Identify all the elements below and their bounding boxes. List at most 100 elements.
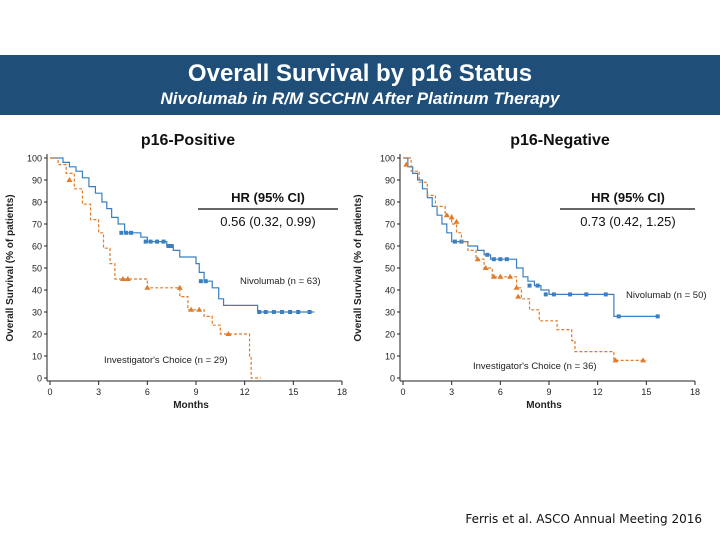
x-tick-label: 15 [641,387,651,397]
x-tick-label: 0 [47,387,52,397]
chart-title: p16-Negative [510,132,610,149]
y-tick-label: 80 [385,198,395,208]
title-banner: Overall Survival by p16 Status Nivolumab… [0,55,720,115]
slide-title: Overall Survival by p16 Status [187,60,533,87]
censor-mark [196,306,203,312]
y-tick-label: 10 [32,352,42,362]
censor-mark [474,256,481,262]
y-tick-label: 0 [390,374,395,384]
censor-mark [443,212,450,218]
censor-mark [453,218,460,224]
censor-mark [535,283,540,288]
censor-mark [143,239,148,244]
hr-value: 0.56 (0.32, 0.99) [220,214,315,229]
censor-mark [568,292,573,297]
series-label: Investigator's Choice (n = 36) [473,361,597,372]
censor-mark [148,239,153,244]
hr-heading: HR (95% CI) [231,190,305,205]
x-axis-label: Months [526,400,562,411]
x-tick-label: 6 [145,387,150,397]
y-tick-label: 70 [32,220,42,230]
censor-mark [452,239,457,244]
y-tick-label: 30 [385,308,395,318]
slide-subtitle: Nivolumab in R/M SCCHN After Platinum Th… [160,89,560,108]
series-label: Nivolumab (n = 50) [626,290,707,301]
censor-mark [513,284,520,290]
survival-curve-nivolumab [403,157,660,317]
y-tick-label: 90 [32,176,42,186]
censor-mark [176,284,183,290]
x-tick-label: 6 [498,387,503,397]
hr-value: 0.73 (0.42, 1.25) [580,214,675,229]
y-tick-label: 20 [385,330,395,340]
censor-mark [296,310,301,314]
series-label: Nivolumab (n = 63) [240,276,321,287]
y-tick-label: 40 [385,286,395,296]
y-tick-label: 30 [32,308,42,318]
censor-mark [263,310,268,314]
censor-mark [485,252,490,257]
x-tick-label: 3 [96,387,101,397]
chart-panel-1: p16-Positive 0 10 20 30 40 50 60 70 80 90 100 0 3 6 9 12… [5,132,347,411]
x-tick-label: 3 [449,387,454,397]
x-tick-label: 9 [546,387,551,397]
x-tick-label: 12 [593,387,603,397]
y-tick-label: 100 [27,154,42,164]
censor-mark [169,244,174,248]
censor-mark [166,244,171,248]
censor-mark [129,230,134,235]
censor-mark [584,292,589,297]
censor-mark [497,273,504,279]
y-tick-label: 100 [380,154,395,164]
censor-mark [188,306,195,312]
censor-mark [612,357,619,363]
censor-mark [66,177,73,182]
censor-mark [482,265,489,270]
censor-mark [403,161,410,167]
citation: Ferris et al. ASCO Annual Meeting 2016 [465,512,702,526]
censor-mark [124,276,131,281]
y-axis-label: Overall Survival (% of patients) [5,194,16,341]
x-tick-label: 9 [193,387,198,397]
y-axis-label: Overall Survival (% of patients) [353,194,364,341]
censor-mark [124,230,129,235]
censor-mark [640,357,647,363]
censor-mark [515,293,522,299]
censor-mark [120,276,126,281]
censor-mark [198,279,203,284]
censor-mark [144,284,151,290]
censor-mark [504,257,509,262]
censor-mark [271,310,276,314]
y-tick-label: 90 [385,176,395,186]
series-label: Investigator's Choice (n = 29) [104,355,228,366]
chart-panel-2: p16-Negative 0 10 20 30 40 50 60 70 80 90 100 0 3 6 9 12… [353,132,707,411]
censor-mark [155,239,160,244]
censor-mark [507,273,514,279]
censor-mark [491,257,496,262]
y-tick-label: 20 [32,330,42,340]
hr-heading: HR (95% CI) [591,190,665,205]
y-tick-label: 70 [385,220,395,230]
censor-mark [490,273,497,279]
y-tick-label: 60 [32,242,42,252]
censor-mark [551,292,556,297]
censor-mark [307,310,312,314]
y-tick-label: 50 [385,264,395,274]
x-tick-label: 0 [400,387,405,397]
survival-curve-nivolumab [50,157,315,313]
survival-curve-investigator [403,157,647,361]
censor-mark [161,239,166,244]
censor-mark [543,292,548,297]
censor-mark [225,331,232,336]
y-tick-label: 10 [385,352,395,362]
censor-mark [203,279,208,284]
censor-mark [279,310,284,314]
x-axis-label: Months [173,400,209,411]
censor-mark [257,310,262,314]
censor-mark [527,283,532,288]
x-tick-label: 18 [337,387,347,397]
y-tick-label: 80 [32,198,42,208]
x-tick-label: 18 [690,387,700,397]
y-tick-label: 0 [37,374,42,384]
